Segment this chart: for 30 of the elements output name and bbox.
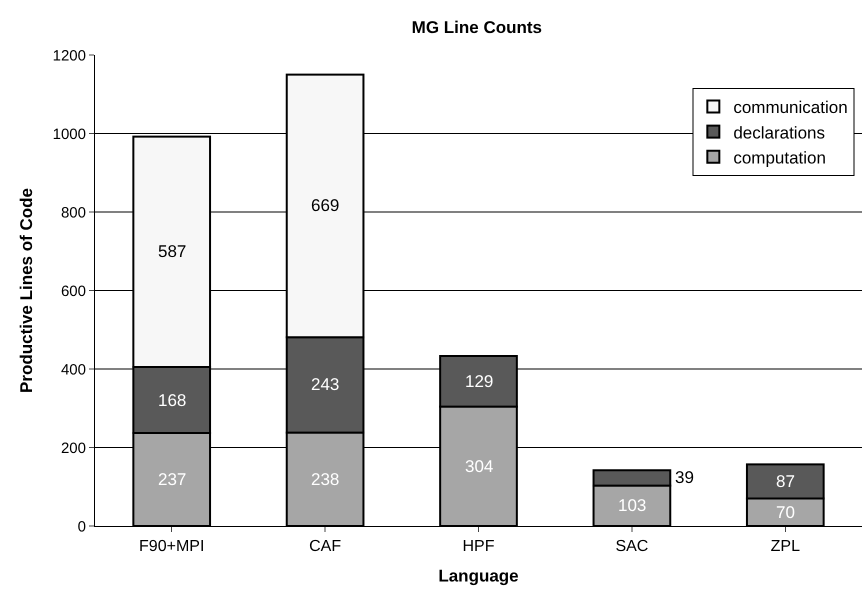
legend-label: declarations (733, 123, 825, 142)
data-label: 304 (465, 457, 494, 476)
data-label: 87 (776, 472, 795, 491)
data-label: 129 (465, 372, 494, 391)
data-label: 238 (311, 470, 340, 489)
y-tick-label: 0 (78, 518, 86, 536)
y-axis-title: Productive Lines of Code (17, 188, 36, 393)
chart-title: MG Line Counts (412, 18, 542, 37)
data-label: 103 (618, 496, 646, 515)
x-tick-label: SAC (615, 538, 648, 556)
y-tick-label: 200 (60, 440, 86, 457)
legend-label: computation (733, 148, 826, 168)
y-tick-label: 1000 (52, 126, 86, 143)
x-tick-label: ZPL (770, 538, 800, 556)
y-tick-label: 800 (60, 204, 86, 222)
y-tick-label: 1200 (52, 47, 86, 64)
data-label: 70 (776, 503, 795, 522)
data-label: 168 (158, 391, 186, 410)
x-tick-label: HPF (462, 538, 495, 556)
x-axis-title: Language (438, 566, 519, 586)
y-tick-label: 400 (60, 361, 86, 378)
data-label: 237 (158, 470, 186, 489)
x-tick-label: CAF (309, 538, 342, 556)
x-tick-label: F90+MPI (139, 538, 204, 556)
y-tick-label: 600 (60, 282, 86, 300)
legend-label: communication (733, 98, 848, 118)
data-label: 243 (311, 375, 340, 394)
data-label: 39 (675, 468, 694, 487)
data-label: 587 (158, 242, 186, 261)
data-label: 669 (311, 196, 340, 215)
